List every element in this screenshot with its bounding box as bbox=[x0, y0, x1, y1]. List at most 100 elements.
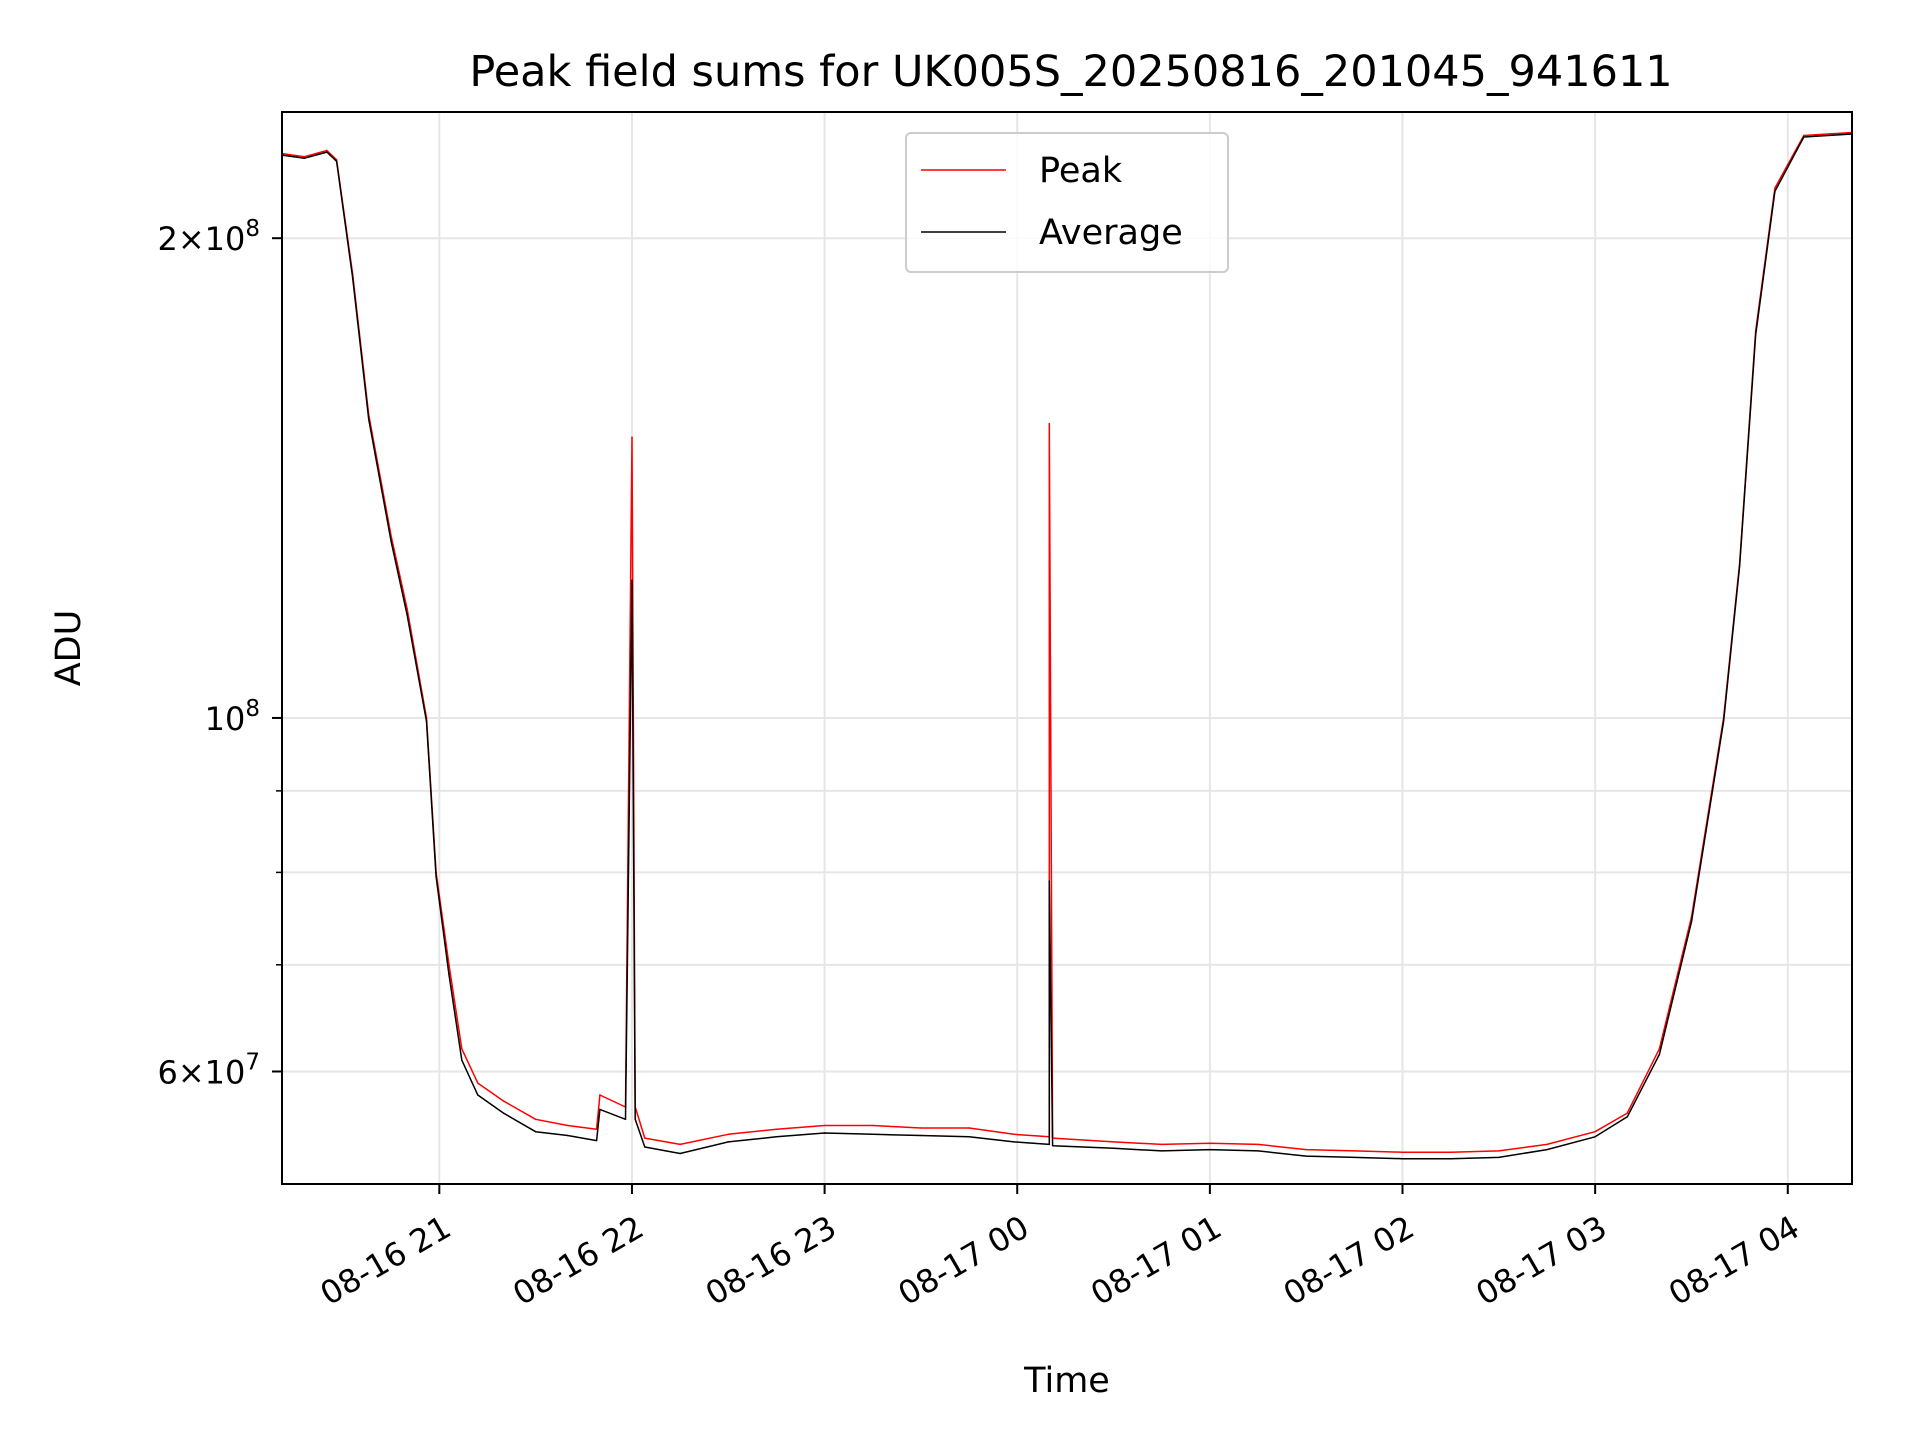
y-tick-label: 108 bbox=[205, 696, 260, 738]
data-point-average bbox=[1755, 333, 1757, 336]
data-point-average bbox=[823, 1132, 826, 1134]
data-point-peak bbox=[631, 436, 633, 438]
y-tick-label-exponent: 8 bbox=[245, 696, 260, 722]
data-point-average bbox=[326, 151, 328, 153]
data-point-peak bbox=[1498, 1150, 1500, 1152]
data-point-average bbox=[1051, 1145, 1054, 1147]
data-point-peak bbox=[1209, 1142, 1211, 1144]
data-point-average bbox=[1401, 1158, 1404, 1160]
data-point-peak bbox=[1546, 1143, 1548, 1146]
x-axis-label: Time bbox=[1023, 1361, 1110, 1401]
data-point-peak bbox=[1161, 1143, 1163, 1146]
chart-title: Peak field sums for UK005S_20250816_2010… bbox=[469, 47, 1672, 97]
data-point-average bbox=[679, 1152, 681, 1155]
data-point-peak bbox=[1353, 1150, 1356, 1152]
data-point-average bbox=[599, 1108, 601, 1111]
data-point-peak bbox=[1013, 1133, 1015, 1136]
data-point-average bbox=[390, 541, 392, 543]
data-point-average bbox=[1738, 565, 1741, 567]
data-point-average bbox=[872, 1133, 874, 1136]
y-tick-label-exponent: 8 bbox=[245, 216, 260, 242]
data-point-average bbox=[1450, 1158, 1452, 1160]
data-point-average bbox=[1626, 1116, 1629, 1118]
data-point-average bbox=[461, 1059, 463, 1061]
data-point-average bbox=[727, 1141, 729, 1143]
data-point-average bbox=[1774, 190, 1776, 193]
data-point-peak bbox=[1658, 1048, 1661, 1050]
data-point-peak bbox=[599, 1094, 601, 1096]
data-point-average bbox=[1048, 1143, 1051, 1146]
data-point-average bbox=[368, 418, 370, 420]
data-point-average bbox=[595, 1139, 598, 1142]
plot-frame bbox=[281, 111, 1853, 1185]
data-point-average bbox=[406, 614, 408, 616]
data-point-average bbox=[624, 1118, 627, 1121]
data-point-average bbox=[448, 974, 450, 976]
legend-label-average: Average bbox=[1039, 213, 1183, 253]
series-layer bbox=[281, 131, 1853, 1160]
data-point-peak bbox=[1257, 1143, 1259, 1146]
data-point-peak bbox=[968, 1127, 970, 1129]
data-point-average bbox=[1353, 1156, 1356, 1159]
data-point-peak bbox=[872, 1124, 874, 1127]
data-point-peak bbox=[502, 1100, 505, 1102]
y-tick-label-base: 2×10 bbox=[157, 220, 245, 258]
data-point-peak bbox=[448, 964, 450, 966]
data-point-average bbox=[1498, 1156, 1500, 1159]
data-point-peak bbox=[567, 1124, 569, 1127]
data-point-average bbox=[477, 1094, 479, 1096]
y-tick-label: 6×107 bbox=[157, 1050, 260, 1092]
legend-box bbox=[905, 132, 1229, 273]
data-point-peak bbox=[326, 149, 328, 152]
data-point-peak bbox=[1112, 1141, 1115, 1143]
data-point-average bbox=[1305, 1155, 1307, 1157]
data-point-average bbox=[534, 1131, 537, 1133]
data-point-average bbox=[631, 579, 633, 581]
data-point-peak bbox=[1048, 422, 1051, 425]
y-tick-label-base: 6×10 bbox=[157, 1054, 245, 1092]
legend: Peak Average bbox=[905, 132, 1229, 273]
data-point-average bbox=[1803, 136, 1805, 138]
data-point-average bbox=[502, 1112, 505, 1114]
data-point-average bbox=[1722, 720, 1725, 723]
y-tick-label: 2×108 bbox=[157, 216, 260, 258]
data-point-average bbox=[1112, 1147, 1115, 1150]
data-point-peak bbox=[1803, 134, 1805, 137]
data-point-peak bbox=[727, 1133, 729, 1136]
y-tick-label-base: 10 bbox=[205, 700, 246, 738]
data-point-average bbox=[968, 1136, 970, 1138]
data-point-average bbox=[1658, 1053, 1661, 1056]
data-point-peak bbox=[303, 156, 306, 158]
data-point-peak bbox=[1774, 187, 1776, 189]
data-point-average bbox=[644, 1146, 646, 1148]
data-point-average bbox=[335, 160, 338, 162]
data-point-average bbox=[351, 276, 354, 278]
y-axis-label: ADU bbox=[49, 610, 89, 687]
data-point-average bbox=[920, 1134, 922, 1137]
data-point-peak bbox=[679, 1143, 681, 1146]
data-point-peak bbox=[1450, 1151, 1452, 1153]
y-tick-label-exponent: 7 bbox=[245, 1050, 260, 1076]
data-point-average bbox=[425, 720, 428, 723]
data-point-peak bbox=[644, 1137, 646, 1139]
data-point-peak bbox=[775, 1128, 778, 1130]
legend-label-peak: Peak bbox=[1039, 151, 1123, 191]
data-point-peak bbox=[595, 1128, 598, 1130]
data-point-average bbox=[1690, 921, 1693, 923]
data-point-average bbox=[1048, 880, 1051, 882]
data-point-average bbox=[1546, 1148, 1548, 1151]
data-point-average bbox=[775, 1136, 778, 1138]
data-point-average bbox=[1257, 1150, 1259, 1152]
data-point-average bbox=[1209, 1148, 1211, 1151]
data-point-peak bbox=[1401, 1151, 1404, 1153]
data-point-peak bbox=[1305, 1148, 1307, 1151]
data-point-peak bbox=[920, 1127, 922, 1129]
data-point-peak bbox=[534, 1118, 537, 1121]
data-point-peak bbox=[1626, 1112, 1629, 1114]
data-point-peak bbox=[823, 1124, 826, 1127]
data-point-average bbox=[1013, 1141, 1015, 1143]
data-point-peak bbox=[1594, 1131, 1596, 1133]
data-point-peak bbox=[477, 1082, 479, 1084]
data-point-average bbox=[303, 157, 306, 159]
